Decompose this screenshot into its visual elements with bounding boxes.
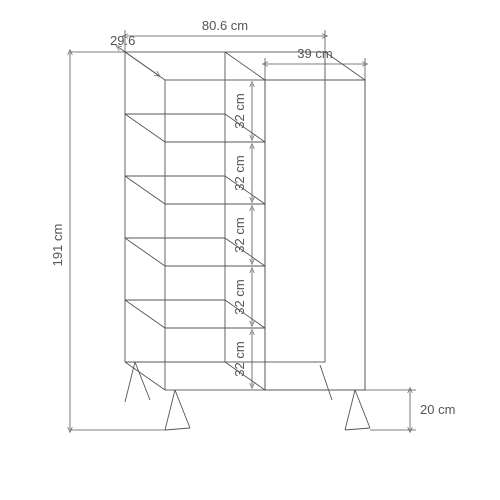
dim-depth-label: 29.6 [110, 33, 135, 48]
divider-top-depth [225, 52, 265, 80]
edge-bottom-left [125, 362, 165, 390]
dim-leg-height-label: 20 cm [420, 402, 455, 417]
door-panel [265, 80, 365, 390]
shelf-gap-2: 32 cm [232, 155, 247, 190]
dim-total-width-label: 80.6 cm [202, 18, 248, 33]
dim-leg-height: 20 cm [365, 390, 455, 430]
shelf-gap-5: 32 cm [232, 341, 247, 376]
shelf-gap-3: 32 cm [232, 217, 247, 252]
dim-depth: 29.6 [110, 33, 158, 75]
dim-shelf-spacing: 32 cm 32 cm 32 cm 32 cm 32 cm [232, 84, 252, 386]
shelf-gap-1: 32 cm [232, 93, 247, 128]
dim-total-height-label: 191 cm [50, 224, 65, 267]
legs [125, 362, 370, 430]
dim-total-height: 191 cm [50, 52, 165, 430]
dim-door-width: 39 cm [265, 46, 365, 80]
dim-total-width: 80.6 cm [125, 18, 325, 52]
dim-door-width-label: 39 cm [297, 46, 332, 61]
shelf-gap-4: 32 cm [232, 279, 247, 314]
